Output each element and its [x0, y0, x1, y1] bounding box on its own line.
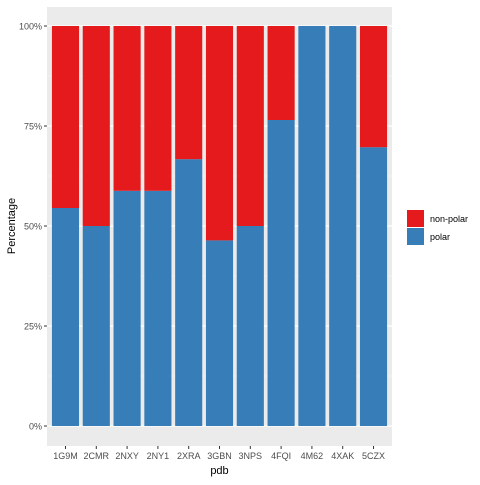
- x-tick-label: 4FQI: [271, 451, 291, 461]
- bar-segment-non-polar: [82, 26, 110, 226]
- x-tick-label: 1G9M: [53, 451, 78, 461]
- bar-segment-polar: [236, 226, 264, 426]
- x-axis: 1G9M 2CMR 2NXY 2NY1 2XRA 3GBN 3NPS 4FQI 4M62 4XAK…: [53, 446, 385, 461]
- legend-key-non-polar: [407, 210, 424, 227]
- x-tick-label: 2NXY: [115, 451, 139, 461]
- bar-segment-non-polar: [51, 26, 80, 208]
- bar-segment-polar: [82, 226, 110, 426]
- legend-key-polar: [407, 228, 424, 245]
- y-tick-label: 100%: [19, 22, 42, 32]
- x-tick-label: 3GBN: [207, 451, 232, 461]
- bar-segment-polar: [113, 190, 141, 426]
- bar-segment-non-polar: [205, 26, 234, 241]
- bar-segment-non-polar: [175, 26, 203, 160]
- x-tick-label: 4M62: [301, 451, 324, 461]
- x-tick-label: 5CZX: [362, 451, 385, 461]
- y-axis: 0% 25% 50% 75% 100%: [19, 22, 47, 432]
- x-tick-label: 2CMR: [84, 451, 110, 461]
- bar-segment-polar: [329, 26, 357, 426]
- bar-segment-non-polar: [267, 26, 295, 120]
- bar-segment-polar: [144, 190, 172, 426]
- x-tick-label: 2XRA: [177, 451, 201, 461]
- bar-segment-polar: [51, 208, 80, 426]
- bar-segment-polar: [205, 240, 234, 426]
- bar-segment-polar: [175, 159, 203, 426]
- bar-segment-non-polar: [236, 26, 264, 226]
- y-tick-label: 75%: [24, 122, 42, 132]
- x-tick-label: 2NY1: [147, 451, 170, 461]
- bar-segment-polar: [267, 120, 295, 426]
- x-tick-label: 3NPS: [239, 451, 263, 461]
- legend: non-polar polar: [407, 210, 468, 245]
- y-tick-label: 50%: [24, 222, 42, 232]
- legend-label: non-polar: [430, 214, 468, 224]
- bar-segment-polar: [359, 147, 388, 426]
- y-tick-label: 25%: [24, 322, 42, 332]
- x-tick-label: 4XAK: [331, 451, 354, 461]
- y-axis-title: Percentage: [6, 198, 18, 254]
- bar-segment-polar: [298, 26, 326, 426]
- bar-segment-non-polar: [113, 26, 141, 191]
- y-tick-label: 0%: [29, 422, 42, 432]
- bar-segment-non-polar: [144, 26, 172, 191]
- legend-label: polar: [430, 232, 450, 242]
- x-axis-title: pdb: [210, 465, 228, 477]
- bars: [51, 26, 388, 426]
- bar-segment-non-polar: [359, 26, 388, 148]
